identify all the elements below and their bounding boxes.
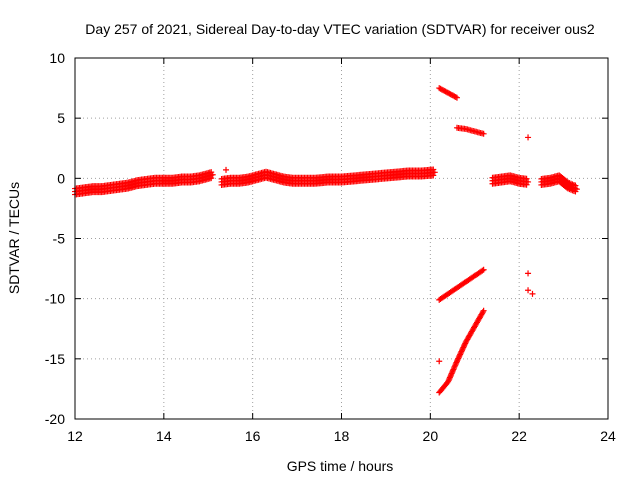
data-point [479, 309, 486, 316]
data-point [480, 307, 487, 314]
y-axis-label: SDTVAR / TECUs [6, 182, 22, 294]
x-tick-label: 18 [334, 428, 350, 444]
data-point [436, 358, 443, 365]
data-point [454, 356, 461, 363]
data-point [461, 341, 468, 348]
axes: 12 14 16 18 20 22 24 -20 -15 -10 -5 0 5 10 [45, 50, 616, 444]
x-tick-label: 20 [423, 428, 439, 444]
y-tick-label: -5 [53, 231, 66, 247]
chart-title: Day 257 of 2021, Sidereal Day-to-day VTE… [85, 21, 595, 37]
data-point [523, 181, 530, 188]
data-point [430, 166, 437, 173]
data-point [457, 351, 464, 358]
data-point [525, 134, 532, 141]
y-tick-label: 5 [57, 110, 65, 126]
data-point [523, 175, 530, 182]
data-point [452, 94, 459, 101]
data-point [457, 349, 464, 356]
x-tick-label: 12 [67, 428, 83, 444]
data-point [525, 270, 532, 277]
x-tick-label: 24 [600, 428, 616, 444]
x-tick-label: 22 [511, 428, 527, 444]
grid [75, 58, 608, 419]
data-point [529, 290, 536, 297]
data-point [462, 340, 469, 347]
data-point [480, 266, 487, 273]
data-point [525, 287, 532, 294]
data-point [453, 358, 460, 365]
data-point [453, 94, 460, 101]
data-point [431, 169, 438, 176]
x-axis-label: GPS time / hours [287, 458, 394, 474]
x-tick-label: 14 [156, 428, 172, 444]
y-tick-label: 10 [49, 50, 65, 66]
data-point [459, 345, 466, 352]
data-point [573, 186, 580, 193]
x-tick-label: 16 [245, 428, 261, 444]
data-point [459, 347, 466, 354]
data-point [572, 182, 579, 189]
data-point [525, 178, 532, 185]
y-tick-label: -10 [45, 291, 65, 307]
y-tick-label: -20 [45, 411, 65, 427]
data-point [455, 354, 462, 361]
data-point [480, 130, 487, 137]
y-tick-label: 0 [57, 170, 65, 186]
data-point [456, 352, 463, 359]
data-point [479, 267, 486, 274]
data-point [460, 344, 467, 351]
data-point [223, 166, 230, 173]
data-point [209, 171, 216, 178]
data-point [460, 343, 467, 350]
plot-area [72, 85, 580, 396]
data-point [455, 355, 462, 362]
data-point [208, 175, 215, 182]
data-point [458, 348, 465, 355]
y-tick-label: -15 [45, 351, 65, 367]
data-point [430, 172, 437, 179]
